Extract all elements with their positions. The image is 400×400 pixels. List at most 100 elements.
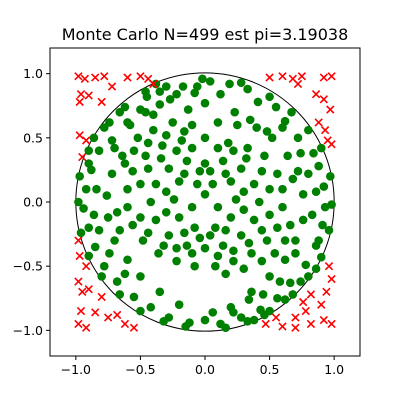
inside-point [265,272,274,281]
x-tick-label: −0.5 [125,362,155,377]
inside-point [129,292,139,302]
outside-point [113,310,122,320]
inside-point [123,255,132,265]
outside-point [293,79,303,89]
inside-point [195,166,205,176]
inside-point [136,306,145,316]
outside-point [78,152,87,162]
outside-point [311,90,321,99]
inside-point [262,236,272,245]
inside-point [107,169,117,179]
inside-point [288,290,298,299]
inside-point [178,82,188,91]
inside-point [298,215,308,225]
inside-point [211,261,220,271]
outside-point [103,313,113,322]
outside-point [76,306,86,316]
inside-point [123,202,132,212]
inside-point [84,146,94,155]
inside-point [151,79,161,89]
inside-point [181,322,190,331]
inside-point [112,277,122,286]
inside-point [273,293,282,303]
inside-point [265,184,274,194]
inside-point [192,82,202,91]
outside-point [327,72,336,81]
inside-point [161,187,171,197]
inside-point [182,241,192,250]
inside-point [180,169,189,179]
inside-point [236,231,246,240]
outside-point [317,300,326,309]
y-tick-label: 0.0 [23,195,43,210]
inside-point [187,120,197,130]
inside-point [225,79,234,89]
outside-point [84,91,93,100]
inside-point [151,215,161,225]
inside-point [172,89,181,99]
outside-point [78,287,87,296]
inside-point [92,184,101,194]
outside-point [299,297,308,307]
inside-point [258,290,268,299]
chart-title: Monte Carlo N=499 est pi=3.19038 [62,25,349,44]
outside-point [314,118,323,127]
inside-point [79,204,88,213]
inside-point [205,77,215,86]
inside-point [211,223,220,232]
inside-point [257,256,267,266]
inside-point [187,143,197,153]
inside-point [247,249,256,258]
inside-point [168,118,178,127]
outside-point [320,125,330,135]
inside-point [229,256,238,266]
inside-point [149,125,158,135]
outside-point [123,73,132,82]
outside-point [261,319,270,329]
inside-point [218,241,228,250]
outside-point [327,274,336,284]
inside-point [94,146,104,155]
inside-point [270,249,280,258]
inside-point [288,174,298,184]
inside-point [200,315,210,325]
outside-point [319,95,328,104]
y-tick-label: 1.0 [23,66,43,81]
inside-point [169,195,179,204]
inside-point [161,207,171,217]
inside-point [280,295,290,304]
inside-point [164,231,174,240]
outside-point [82,136,91,145]
inside-point [249,215,259,225]
inside-point [138,236,148,245]
outside-point [91,308,100,317]
inside-point [90,242,100,252]
x-tick-label: −1.0 [61,362,91,377]
inside-point [226,177,236,186]
inside-point [123,184,132,194]
inside-point [205,231,215,240]
inside-point [110,143,119,153]
inside-point [190,261,199,271]
inside-point [75,172,85,181]
inside-point [218,156,228,166]
y-tick-label: −1.0 [13,323,43,338]
inside-point [74,197,83,207]
outside-point [97,97,106,107]
inside-point [200,159,210,168]
inside-point [102,191,112,200]
inside-point [304,169,313,179]
inside-point [327,200,336,209]
inside-point [141,151,150,161]
outside-point [306,319,316,329]
inside-point [115,225,125,235]
inside-point [287,107,296,117]
plot-frame [49,47,361,357]
inside-point [105,118,114,127]
inside-point [221,323,230,333]
outside-point [91,73,100,82]
inside-point [314,161,323,171]
inside-point [155,100,165,109]
plot-area [74,72,336,333]
